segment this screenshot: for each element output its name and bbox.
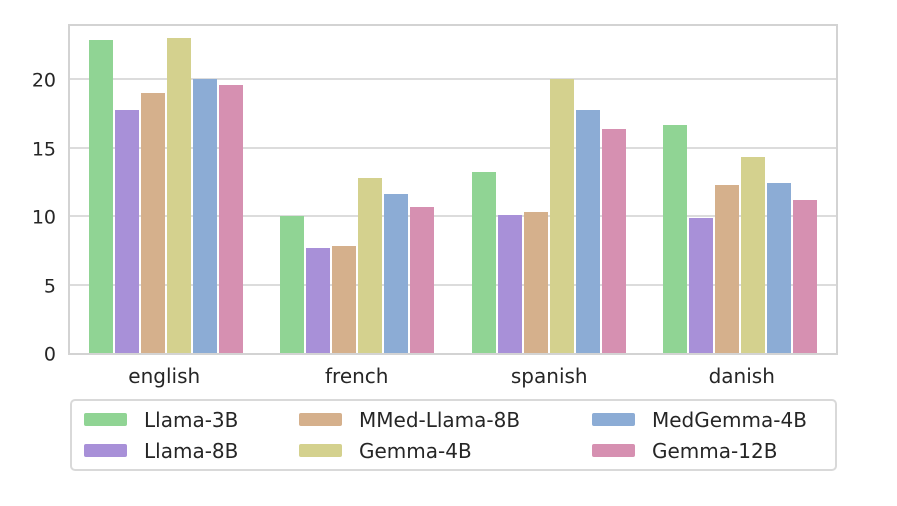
- bar-group-spanish: [453, 26, 645, 353]
- plot-area: [68, 24, 838, 355]
- bar-spanish-Gemma-4B: [549, 79, 574, 353]
- legend-label-Llama-8B: Llama-8B: [144, 438, 239, 463]
- bar-french-Llama-3B: [280, 216, 305, 353]
- bar-group-danish: [645, 26, 837, 353]
- gridline-y15: [70, 146, 836, 149]
- legend-item-MedGemma-4B: MedGemma-4B: [592, 409, 835, 431]
- bar-spanish-MMed-Llama-8B: [523, 212, 548, 353]
- y-tick-label-20: 20: [31, 69, 56, 92]
- legend-label-MedGemma-4B: MedGemma-4B: [652, 407, 807, 432]
- legend-item-Gemma-4B: Gemma-4B: [299, 440, 592, 462]
- y-tick-label-10: 10: [31, 206, 56, 229]
- bar-french-MMed-Llama-8B: [332, 246, 357, 353]
- legend-item-MMed-Llama-8B: MMed-Llama-8B: [299, 409, 592, 431]
- legend-column-0: Llama-3B Llama-8B: [84, 409, 299, 462]
- legend-swatch-MMed-Llama-8B: [299, 413, 342, 426]
- bar-danish-MedGemma-4B: [767, 183, 792, 353]
- y-tick-label-0: 0: [43, 343, 56, 366]
- legend-column-1: MMed-Llama-8B Gemma-4B: [299, 409, 592, 462]
- bar-danish-Gemma-4B: [741, 157, 766, 353]
- bar-english-MedGemma-4B: [192, 79, 217, 353]
- legend-label-Llama-3B: Llama-3B: [144, 407, 239, 432]
- legend-item-Gemma-12B: Gemma-12B: [592, 440, 835, 462]
- x-tick-label-spanish: spanish: [510, 364, 588, 388]
- bar-danish-MMed-Llama-8B: [715, 184, 740, 353]
- gridline-y5: [70, 283, 836, 286]
- bar-french-MedGemma-4B: [384, 194, 409, 353]
- bar-french-Llama-8B: [306, 247, 331, 353]
- legend-item-Llama-3B: Llama-3B: [84, 409, 299, 431]
- bar-groups: [70, 26, 836, 353]
- bar-english-Gemma-4B: [166, 38, 191, 353]
- bar-spanish-Gemma-12B: [601, 128, 626, 353]
- bar-spanish-Llama-8B: [497, 214, 522, 353]
- x-tick-label-french: french: [325, 364, 389, 388]
- bar-spanish-Llama-3B: [471, 172, 496, 353]
- bar-english-Llama-8B: [114, 109, 139, 353]
- bar-english-MMed-Llama-8B: [140, 93, 165, 353]
- gridline-y20: [70, 78, 836, 81]
- legend-swatch-Llama-3B: [84, 413, 127, 426]
- bar-english-Gemma-12B: [218, 84, 243, 353]
- legend-swatch-Gemma-12B: [592, 444, 635, 457]
- y-tick-label-5: 5: [43, 275, 56, 298]
- legend-label-Gemma-4B: Gemma-4B: [359, 438, 472, 463]
- bar-french-Gemma-4B: [358, 177, 383, 353]
- legend-swatch-Llama-8B: [84, 444, 127, 457]
- bar-danish-Llama-8B: [689, 217, 714, 353]
- y-tick-label-15: 15: [31, 138, 56, 161]
- legend-swatch-Gemma-4B: [299, 444, 342, 457]
- x-tick-label-english: english: [128, 364, 201, 388]
- legend-label-Gemma-12B: Gemma-12B: [652, 438, 778, 463]
- bar-group-english: [70, 26, 262, 353]
- bar-danish-Llama-3B: [663, 124, 688, 353]
- bar-spanish-MedGemma-4B: [575, 109, 600, 353]
- x-tick-label-danish: danish: [708, 364, 775, 388]
- legend: Llama-3B Llama-8B MMed-Llama-8B Gemma-4B Med…: [70, 399, 837, 471]
- legend-column-2: MedGemma-4B Gemma-12B: [592, 409, 835, 462]
- bar-french-Gemma-12B: [410, 206, 435, 353]
- gridline-y10: [70, 215, 836, 218]
- legend-item-Llama-8B: Llama-8B: [84, 440, 299, 462]
- legend-swatch-MedGemma-4B: [592, 413, 635, 426]
- bar-group-french: [262, 26, 454, 353]
- legend-label-MMed-Llama-8B: MMed-Llama-8B: [359, 407, 521, 432]
- bar-danish-Gemma-12B: [793, 199, 818, 353]
- bar-english-Llama-3B: [88, 39, 113, 353]
